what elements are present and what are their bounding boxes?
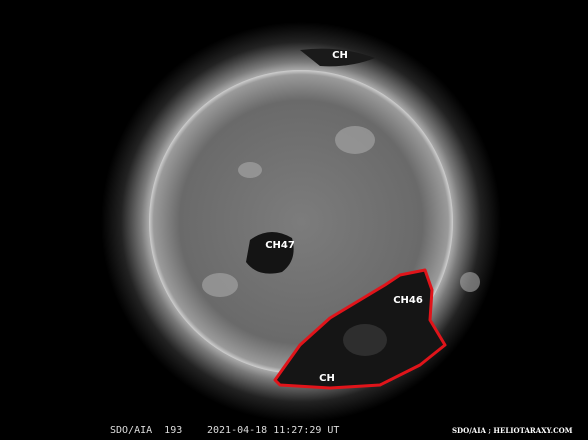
- region-label: CH: [319, 373, 335, 384]
- region-label: CH47: [265, 240, 295, 251]
- hole-texture: [343, 324, 387, 356]
- dark-region: [246, 231, 294, 274]
- instrument: SDO/AIA 193: [110, 425, 182, 436]
- bright-regions: [202, 126, 480, 297]
- north-hole: [300, 48, 375, 67]
- timestamp: 2021-04-18 11:27:29 UT: [207, 425, 339, 436]
- credit: SDO/AIA ; HELIOTARAXY.COM: [452, 426, 573, 435]
- region-label: CH: [332, 50, 348, 61]
- region-label: CH46: [393, 295, 423, 306]
